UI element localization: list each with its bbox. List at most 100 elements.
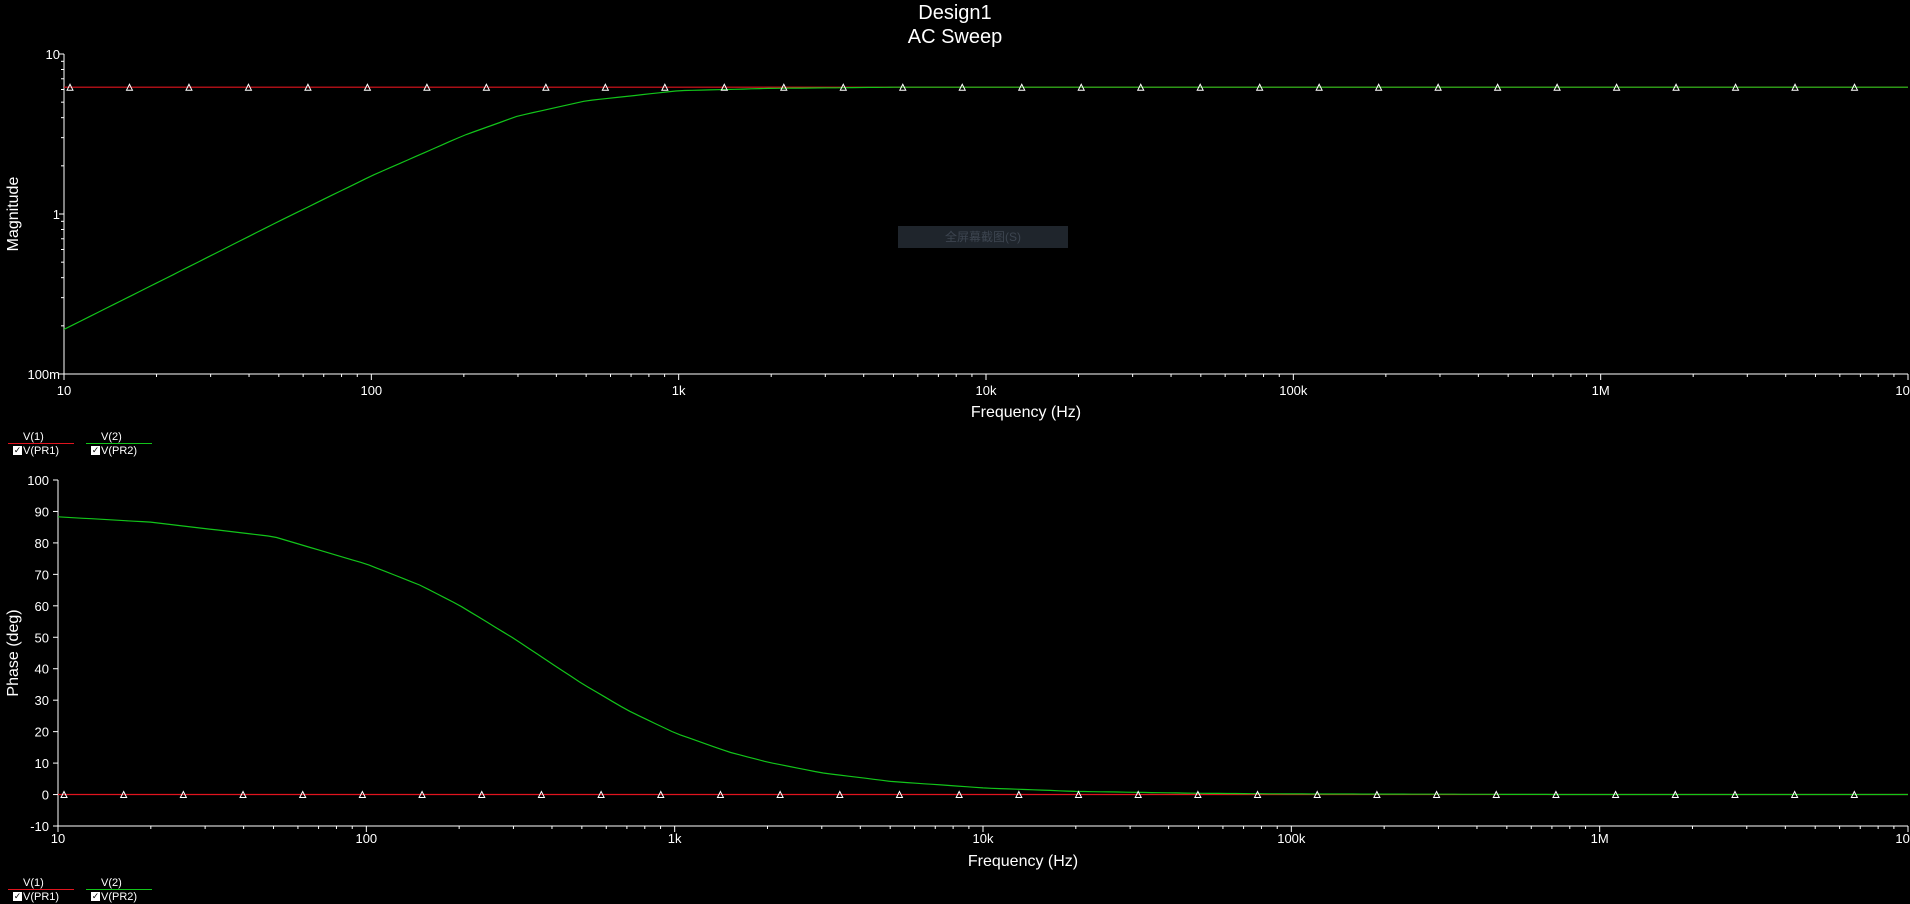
trace-marker	[1077, 83, 1086, 91]
trace-marker	[125, 83, 134, 91]
legend-line-v2	[86, 889, 152, 890]
x-tick-label: 1M	[1591, 831, 1609, 846]
y-axis-label: Phase (deg)	[5, 609, 22, 696]
legend-line-v2	[86, 443, 152, 444]
trace-marker	[239, 790, 247, 799]
legend-phase: V(1) ✓ V(PR1) V(2) ✓ V(PR2)	[8, 876, 168, 904]
phase-plot: 10 100 1k 10k 100k 1M 10M -10 0 10 20 30 40 50 60 70 80 9…	[5, 473, 1910, 870]
y-tick-label: 100	[27, 473, 49, 488]
legend-probe-name: V(PR2)	[101, 445, 138, 457]
legend-magnitude: V(1) ✓ V(PR1) V(2) ✓ V(PR2)	[8, 430, 168, 458]
y-tick-label: -10	[30, 819, 49, 834]
trace-marker	[185, 83, 193, 91]
trace-marker	[60, 790, 68, 799]
trace-marker	[839, 83, 848, 91]
legend-item-v1[interactable]: V(1) ✓ V(PR1)	[8, 876, 78, 904]
trace-marker	[537, 790, 546, 799]
trace-marker	[1553, 83, 1561, 91]
trace-marker	[1612, 83, 1621, 91]
y-tick-label: 40	[35, 662, 49, 677]
trace-marker	[895, 790, 904, 799]
trace-marker	[1255, 83, 1264, 91]
trace-marker	[776, 790, 784, 799]
trace-marker	[1791, 83, 1799, 91]
checkbox-checked-icon[interactable]: ✓	[91, 445, 100, 455]
legend-series-name: V(1)	[23, 877, 44, 889]
x-tick-label: 100k	[1277, 831, 1306, 846]
trace-marker	[1373, 790, 1381, 799]
trace-marker	[1850, 83, 1859, 91]
trace-marker	[477, 790, 486, 799]
legend-line-v1	[8, 889, 74, 890]
legend-probe-name: V(PR2)	[101, 891, 138, 903]
trace-marker	[423, 83, 431, 91]
legend-item-v1[interactable]: V(1) ✓ V(PR1)	[8, 430, 78, 458]
magnitude-plot: 10 100 1k 10k 100k 1M 10M 10 1 100m Frequency (Hz)…	[5, 47, 1910, 421]
trace-marker	[1017, 83, 1026, 91]
y-tick-label: 50	[35, 630, 49, 645]
trace-marker	[244, 83, 253, 91]
series-line-v2	[63, 86, 1908, 330]
screenshot-tooltip: 全屏幕截图(S)	[898, 226, 1068, 248]
trace-marker	[1313, 790, 1322, 799]
x-tick-label: 1M	[1592, 383, 1610, 398]
trace-marker	[716, 790, 725, 799]
y-tick-label: 20	[35, 725, 49, 740]
trace-marker	[1253, 790, 1262, 799]
x-tick-label: 100	[355, 831, 377, 846]
trace-marker	[601, 83, 610, 91]
x-tick-label: 10	[57, 383, 71, 398]
trace-marker	[363, 83, 372, 91]
y-tick-label: 60	[35, 599, 49, 614]
trace-marker	[1850, 790, 1859, 799]
trace-marker	[482, 83, 491, 91]
trace-marker	[542, 83, 550, 91]
y-tick-label: 80	[35, 536, 49, 551]
trace-marker	[119, 790, 128, 799]
chart-subtitle: AC Sweep	[907, 26, 1003, 48]
x-axis-label: Frequency (Hz)	[971, 404, 1081, 421]
checkbox-checked-icon[interactable]: ✓	[13, 445, 22, 455]
trace-marker	[1790, 790, 1799, 799]
trace-marker	[1731, 83, 1740, 91]
legend-item-v2[interactable]: V(2) ✓ V(PR2)	[86, 430, 156, 458]
trace-marker	[1134, 790, 1142, 799]
legend-line-v1	[8, 443, 74, 444]
trace-marker	[1492, 790, 1501, 799]
legend-series-name: V(1)	[23, 431, 44, 443]
trace-marker	[1493, 83, 1502, 91]
trace-marker	[1074, 790, 1083, 799]
trace-marker	[1434, 83, 1442, 91]
legend-probe-name: V(PR1)	[23, 445, 60, 457]
trace-marker	[958, 83, 967, 91]
checkbox-checked-icon[interactable]: ✓	[13, 891, 22, 901]
x-tick-label: 100k	[1279, 383, 1308, 398]
trace-marker	[358, 790, 367, 799]
x-tick-label: 1k	[672, 383, 686, 398]
trace-marker	[656, 790, 665, 799]
y-tick-label: 30	[35, 693, 49, 708]
trace-marker	[1672, 83, 1680, 91]
trace-marker	[661, 83, 669, 91]
trace-marker	[1374, 83, 1383, 91]
trace-marker	[304, 83, 312, 91]
y-tick-label: 10	[35, 756, 49, 771]
trace-marker	[720, 83, 729, 91]
checkbox-checked-icon[interactable]: ✓	[91, 891, 100, 901]
x-tick-label: 10k	[973, 831, 994, 846]
trace-marker	[835, 790, 844, 799]
trace-marker	[779, 83, 788, 91]
y-tick-label: 90	[35, 504, 49, 519]
legend-item-v2[interactable]: V(2) ✓ V(PR2)	[86, 876, 156, 904]
trace-marker	[1315, 83, 1323, 91]
trace-marker	[597, 790, 605, 799]
trace-marker	[179, 790, 188, 799]
trace-marker	[1196, 83, 1204, 91]
x-tick-label: 10	[51, 831, 65, 846]
trace-marker	[1432, 790, 1441, 799]
trace-marker	[955, 790, 963, 799]
legend-probe-name: V(PR1)	[23, 891, 60, 903]
trace-marker	[1671, 790, 1680, 799]
chart-title: Design1	[918, 2, 992, 24]
